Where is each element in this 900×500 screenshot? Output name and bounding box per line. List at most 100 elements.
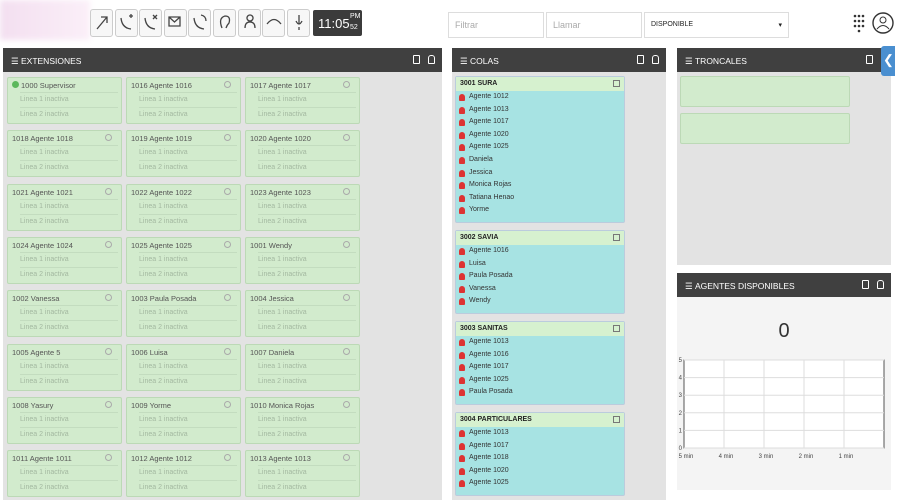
toolbar-button[interactable] <box>286 9 310 37</box>
extension-card[interactable]: 1001 Wendy Linea 1 inactiva Linea 2 inacti… <box>245 236 360 284</box>
button-icon <box>295 15 303 30</box>
agent-name: Agente 1020 <box>469 130 509 138</box>
queue-footer <box>456 490 624 495</box>
extension-card[interactable]: 1019 Agente 1019 Linea 1 inactiva Linea 2 … <box>126 130 241 178</box>
clock-period: PM <box>350 13 361 20</box>
queue-agent: Agente 1025 <box>456 374 624 387</box>
status-dot <box>343 400 350 408</box>
extension-card[interactable]: 1025 Agente 1025 Linea 1 inactiva Linea 2 … <box>126 236 241 284</box>
status-dot <box>224 347 231 355</box>
extension-card[interactable]: 1009 Yorme Linea 1 inactiva Linea 2 inacti… <box>126 396 241 444</box>
queue-header: 3001 SURA <box>456 77 624 91</box>
toolbar-button[interactable] <box>188 9 212 37</box>
agent-name: Yorme <box>469 206 489 214</box>
collapse-icon <box>613 234 620 241</box>
menu-grid-icon[interactable] <box>852 13 866 33</box>
status-dot <box>343 294 350 302</box>
extension-card[interactable]: 1008 Yasury Linea 1 inactiva Linea 2 inact… <box>7 396 122 444</box>
toolbar-button[interactable] <box>90 9 113 37</box>
toolbar-button[interactable] <box>163 9 187 37</box>
agent-name: Agente 1025 <box>469 375 509 383</box>
toolbar-button[interactable] <box>114 9 138 37</box>
extension-card[interactable]: 1012 Agente 1012 Linea 1 inactiva Linea 2 … <box>126 450 241 498</box>
agents-panel: ☰ AGENTES DISPONIBLES 0 0 1 2 3 4 5 5 min 4 min… <box>677 273 891 490</box>
extension-card[interactable]: 1023 Agente 1023 Linea 1 inactiva Linea 2 … <box>245 183 360 231</box>
call-input[interactable]: Llamar <box>546 12 642 38</box>
queue-name: 3002 SAVIA <box>460 234 499 241</box>
toolbar-button[interactable] <box>139 9 163 37</box>
agent-icon <box>459 273 465 281</box>
queue-agent: Agente 1012 <box>456 91 624 104</box>
agent-name: Agente 1017 <box>469 118 509 126</box>
trunk-item[interactable] <box>680 76 850 107</box>
agent-icon <box>459 455 465 463</box>
y-tick-label: 2 <box>679 411 683 417</box>
extension-card[interactable]: 1013 Agente 1013 Linea 1 inactiva Linea 2 … <box>245 450 360 498</box>
trunk-item[interactable] <box>680 113 850 144</box>
extension-name: 1000 Supervisor <box>21 81 76 90</box>
extension-card[interactable]: 1003 Paula Posada Linea 1 inactiva Linea 2… <box>126 290 241 338</box>
y-tick-label: 1 <box>679 428 683 434</box>
extension-card[interactable]: 1006 Luisa Linea 1 inactiva Linea 2 inacti… <box>126 343 241 391</box>
button-icon <box>119 14 133 30</box>
extension-line: Linea 1 inactiva <box>139 305 237 316</box>
extension-line: Linea 1 inactiva <box>20 251 118 263</box>
extension-name: 1018 Agente 1018 <box>12 134 73 144</box>
extension-line: Linea 2 inactiva <box>139 480 237 491</box>
extension-name: 1019 Agente 1019 <box>131 134 192 144</box>
extension-line: Linea 2 inactiva <box>20 213 118 225</box>
x-tick-label: 2 min <box>799 454 814 460</box>
status-dot <box>105 134 112 142</box>
x-tick-label: 1 min <box>839 454 854 460</box>
queue-name: 3004 PARTICULARES <box>460 416 532 423</box>
extension-line: Linea 1 inactiva <box>20 198 118 210</box>
extension-card[interactable]: 1010 Monica Rojas Linea 1 inactiva Linea 2… <box>245 396 360 444</box>
extension-card[interactable]: 1020 Agente 1020 Linea 1 inactiva Linea 2 … <box>245 130 360 178</box>
queue-footer <box>456 217 624 222</box>
status-select[interactable]: DISPONIBLE ▾ <box>644 12 789 38</box>
extension-card[interactable]: 1018 Agente 1018 Linea 1 inactiva Linea 2 … <box>7 130 122 178</box>
extension-card[interactable]: 1004 Jessica Linea 1 inactiva Linea 2 inac… <box>245 290 360 338</box>
button-icon <box>168 16 181 27</box>
agent-icon <box>459 131 465 139</box>
status-dot <box>105 240 112 248</box>
agent-name: Vanessa <box>469 284 496 292</box>
extension-name: 1002 Vanessa <box>12 294 60 304</box>
extension-card[interactable]: 1002 Vanessa Linea 1 inactiva Linea 2 inac… <box>7 290 122 338</box>
status-dot <box>105 347 112 355</box>
extension-card[interactable]: 1016 Agente 1016 Linea 1 inactiva Linea 2 … <box>126 77 241 124</box>
extension-line: Linea 2 inactiva <box>20 480 118 491</box>
toolbar-button[interactable] <box>237 9 261 37</box>
extension-card[interactable]: 1022 Agente 1022 Linea 1 inactiva Linea 2 … <box>126 183 241 231</box>
extension-card[interactable]: 1000 Supervisor Linea 1 inactiva Linea 2 i… <box>7 77 122 124</box>
agent-icon <box>459 467 465 475</box>
extension-line: Linea 2 inactiva <box>139 373 237 385</box>
extension-name: 1004 Jessica <box>250 294 294 304</box>
extension-line: Linea 1 inactiva <box>258 305 356 316</box>
extension-name: 1023 Agente 1023 <box>250 187 311 197</box>
queue-agent: Agente 1016 <box>456 245 624 258</box>
extension-card[interactable]: 1024 Agente 1024 Linea 1 inactiva Linea 2 … <box>7 236 122 284</box>
extension-line: Linea 1 inactiva <box>139 92 237 103</box>
user-icon[interactable] <box>872 10 894 36</box>
trunks-panel: ☰ TRONCALES <box>677 48 891 265</box>
agent-name: Tatiana Henao <box>469 193 515 201</box>
button-icon <box>96 16 108 30</box>
status-dot <box>105 400 112 408</box>
agent-name: Agente 1016 <box>469 247 509 254</box>
extension-name: 1011 Agente 1011 <box>12 454 72 464</box>
toolbar-button[interactable] <box>213 9 236 37</box>
icon-path <box>295 15 303 30</box>
extension-line: Linea 2 inactiva <box>258 213 356 225</box>
extension-card[interactable]: 1021 Agente 1021 Linea 1 inactiva Linea 2 … <box>7 183 122 231</box>
filter-input[interactable]: Filtrar <box>448 12 544 38</box>
queue-agent: Paula Posada <box>456 270 624 283</box>
extension-card[interactable]: 1005 Agente 5 Linea 1 inactiva Linea 2 ina… <box>7 343 122 391</box>
extension-card[interactable]: 1017 Agente 1017 Linea 1 inactiva Linea 2 … <box>245 77 360 124</box>
extension-card[interactable]: 1011 Agente 1011 Linea 1 inactiva Linea 2 … <box>7 450 122 498</box>
extension-line: Linea 1 inactiva <box>258 251 356 263</box>
agent-name: Paula Posada <box>469 388 513 396</box>
toolbar-button[interactable] <box>262 9 286 37</box>
collapse-tab[interactable]: ❮ <box>881 46 895 76</box>
extension-card[interactable]: 1007 Daniela Linea 1 inactiva Linea 2 inac… <box>245 343 360 391</box>
